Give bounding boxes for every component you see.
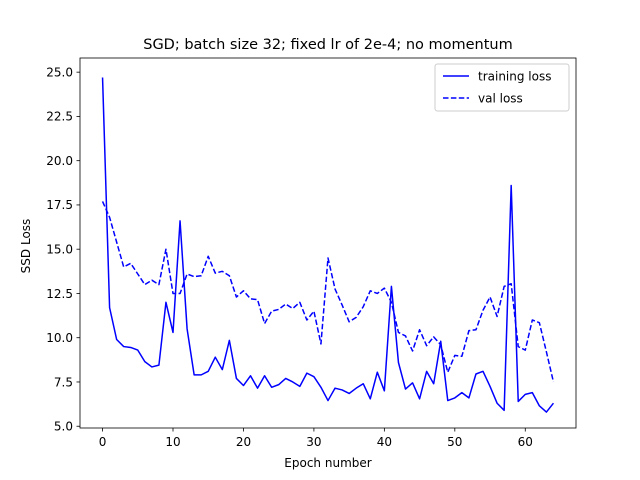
x-tick-label: 40 bbox=[377, 435, 392, 449]
y-axis-label: SSD Loss bbox=[19, 219, 33, 274]
chart-title: SGD; batch size 32; fixed lr of 2e-4; no… bbox=[143, 37, 513, 53]
y-tick-label: 5.0 bbox=[54, 420, 73, 434]
y-tick-label: 12.5 bbox=[46, 287, 73, 301]
x-tick-label: 20 bbox=[236, 435, 251, 449]
y-tick-label: 7.5 bbox=[54, 375, 73, 389]
y-tick-label: 25.0 bbox=[46, 65, 73, 79]
series-line-training-loss bbox=[101, 77, 555, 413]
x-tick-label: 30 bbox=[306, 435, 321, 449]
plot-area: 0 10 20 30 40 50 60 5.0 7.5 10.0 12.5 15.0 17.5 20.0 2… bbox=[46, 57, 577, 449]
y-tick-label: 17.5 bbox=[46, 198, 73, 212]
x-tick-label: 60 bbox=[518, 435, 533, 449]
x-tick-label: 0 bbox=[99, 435, 107, 449]
x-tick-label: 50 bbox=[447, 435, 462, 449]
y-tick-label: 20.0 bbox=[46, 154, 73, 168]
y-tick-label: 10.0 bbox=[46, 331, 73, 345]
axes-frame bbox=[79, 57, 577, 429]
legend-label-training-loss: training loss bbox=[478, 69, 551, 83]
y-tick-label: 15.0 bbox=[46, 242, 73, 256]
legend-label-val-loss: val loss bbox=[478, 91, 523, 105]
x-axis-label: Epoch number bbox=[284, 456, 371, 470]
series-line-val-loss bbox=[101, 201, 555, 383]
x-tick-label: 10 bbox=[165, 435, 180, 449]
y-tick-label: 22.5 bbox=[46, 110, 73, 124]
